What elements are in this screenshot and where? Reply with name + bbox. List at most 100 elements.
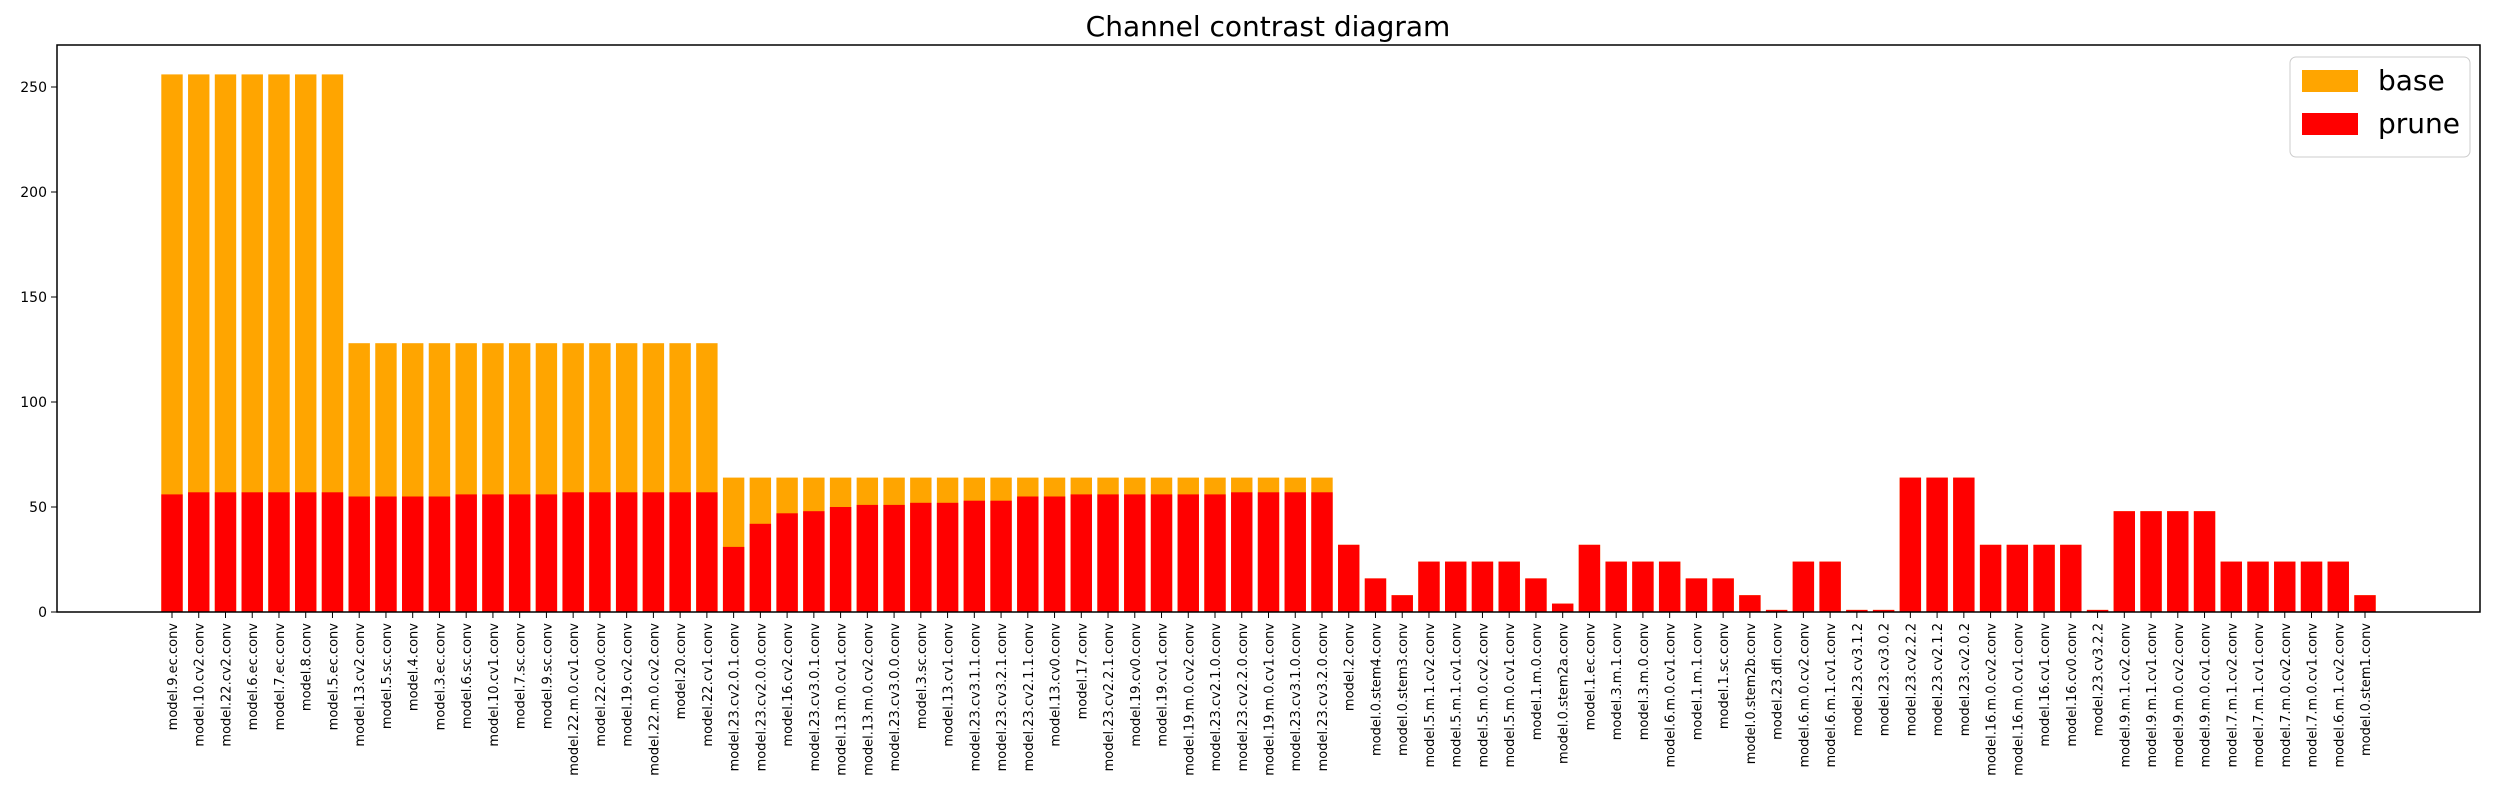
bar-prune: [1391, 595, 1413, 612]
x-tick-label: model.2.conv: [1343, 623, 1358, 711]
x-tick-label: model.23.cv2.0.2: [1958, 623, 1973, 736]
bar-prune: [1284, 492, 1306, 612]
x-tick-label: model.23.cv3.0.1.conv: [808, 623, 823, 772]
bar-base: [268, 74, 290, 612]
x-tick-label: model.5.m.1.cv1.conv: [1450, 623, 1465, 768]
x-tick-label: model.22.m.0.cv1.conv: [567, 623, 582, 776]
y-tick-label: 100: [20, 395, 47, 411]
x-tick-label: model.23.cv3.1.2: [1851, 623, 1866, 736]
x-tick-label: model.10.cv1.conv: [487, 623, 502, 747]
bar-base: [214, 74, 237, 612]
x-tick-label: model.5.m.0.cv2.conv: [1476, 623, 1491, 768]
x-tick-label: model.13.m.0.cv1.conv: [835, 623, 850, 776]
bar-prune: [1605, 561, 1627, 612]
x-tick-label: model.19.m.0.cv1.conv: [1263, 623, 1278, 776]
bar-prune: [1043, 496, 1066, 612]
legend-label-prune: prune: [2378, 107, 2460, 140]
bar-prune: [2220, 561, 2242, 612]
x-tick-label: model.23.cv3.2.1.conv: [995, 623, 1010, 772]
x-tick-label: model.22.cv2.conv: [219, 623, 234, 747]
x-tick-label: model.9.m.1.cv2.conv: [2118, 623, 2133, 768]
x-tick-label: model.23.cv2.1.0.conv: [1209, 623, 1224, 772]
bar-prune: [562, 492, 584, 612]
bar-prune: [2113, 511, 2136, 612]
x-tick-label: model.0.stem2b.conv: [1744, 623, 1759, 765]
x-tick-label: model.6.m.1.cv2.conv: [2332, 623, 2347, 768]
bar-prune: [776, 513, 798, 612]
bar-base: [161, 74, 183, 612]
x-tick-label: model.3.ec.conv: [433, 623, 448, 731]
x-tick-label: model.23.cv2.1.2: [1931, 623, 1946, 736]
x-tick-label: model.23.cv2.2.0.conv: [1236, 623, 1251, 772]
legend-swatch-base: [2302, 70, 2358, 92]
x-tick-label: model.20.conv: [674, 623, 689, 720]
x-tick-label: model.23.cv3.0.0.conv: [888, 623, 903, 772]
x-tick-label: model.23.cv2.0.0.conv: [754, 623, 769, 772]
x-tick-label: model.23.cv3.2.0.conv: [1316, 623, 1331, 772]
bar-prune: [722, 546, 745, 612]
bar-prune: [1418, 561, 1440, 612]
bar-prune: [615, 492, 638, 612]
bar-prune: [1017, 496, 1039, 612]
bar-prune: [1204, 494, 1226, 612]
x-tick-label: model.19.cv0.conv: [1129, 623, 1144, 747]
x-tick-label: model.19.m.0.cv2.conv: [1182, 623, 1197, 776]
bar-prune: [401, 496, 424, 612]
x-tick-label: model.7.m.1.cv2.conv: [2225, 623, 2240, 768]
x-tick-label: model.23.cv2.2.2: [1904, 623, 1919, 736]
x-tick-label: model.13.cv2.conv: [353, 623, 368, 747]
bar-prune: [1525, 578, 1547, 612]
bar-prune: [2086, 609, 2109, 612]
x-tick-label: model.9.m.0.cv2.conv: [2172, 623, 2187, 768]
x-tick-label: model.16.cv1.conv: [2038, 623, 2053, 747]
x-axis: model.9.ec.conv model.10.cv2.conv model.22…: [166, 612, 2374, 776]
bar-prune: [2354, 595, 2376, 612]
bar-prune: [1097, 494, 1119, 612]
bar-prune: [829, 507, 852, 612]
x-tick-label: model.8.conv: [300, 623, 315, 711]
series-prune-bars: [161, 477, 2376, 612]
x-tick-label: model.9.m.0.cv1.conv: [2199, 623, 2214, 768]
bar-prune: [1070, 494, 1092, 612]
bar-prune: [749, 523, 772, 612]
x-tick-label: model.6.sc.conv: [460, 623, 475, 729]
x-tick-label: model.16.cv2.conv: [781, 623, 796, 747]
bar-base: [241, 74, 263, 612]
bar-prune: [2006, 544, 2029, 612]
bar-prune: [883, 504, 905, 612]
plot-frame: [56, 44, 2481, 613]
x-tick-label: model.5.m.1.cv2.conv: [1423, 623, 1438, 768]
x-tick-label: model.7.m.1.cv1.conv: [2252, 623, 2267, 768]
bar-prune: [348, 496, 370, 612]
bar-prune: [1658, 561, 1681, 612]
y-tick-label: 250: [20, 80, 47, 96]
x-tick-label: model.0.stem1.conv: [2359, 623, 2374, 756]
x-tick-label: model.13.cv1.conv: [942, 623, 957, 747]
x-tick-label: model.1.sc.conv: [1717, 623, 1732, 729]
x-tick-label: model.23.cv2.2.1.conv: [1102, 623, 1117, 772]
bar-prune: [161, 494, 183, 612]
x-tick-label: model.22.cv1.conv: [701, 623, 716, 747]
bar-prune: [1819, 561, 1841, 612]
x-tick-label: model.1.ec.conv: [1583, 623, 1598, 731]
bar-prune: [2247, 561, 2269, 612]
bar-prune: [1979, 544, 2002, 612]
x-tick-label: model.5.sc.conv: [380, 623, 395, 729]
bar-prune: [1257, 492, 1280, 612]
bar-prune: [1765, 609, 1788, 612]
bar-prune: [963, 500, 986, 612]
bar-prune: [375, 496, 397, 612]
bar-prune: [2167, 511, 2189, 612]
x-tick-label: model.3.m.0.conv: [1637, 623, 1652, 741]
x-tick-label: model.22.cv0.conv: [594, 623, 609, 747]
bar-prune: [1124, 494, 1146, 612]
x-tick-label: model.16.cv0.conv: [2065, 623, 2080, 747]
bar-prune: [1712, 578, 1734, 612]
y-tick-label: 150: [20, 290, 47, 306]
bar-prune: [1632, 561, 1654, 612]
x-tick-label: model.1.m.1.conv: [1690, 623, 1705, 741]
x-tick-label: model.7.sc.conv: [514, 623, 529, 729]
x-tick-label: model.0.stem2a.conv: [1557, 623, 1572, 764]
